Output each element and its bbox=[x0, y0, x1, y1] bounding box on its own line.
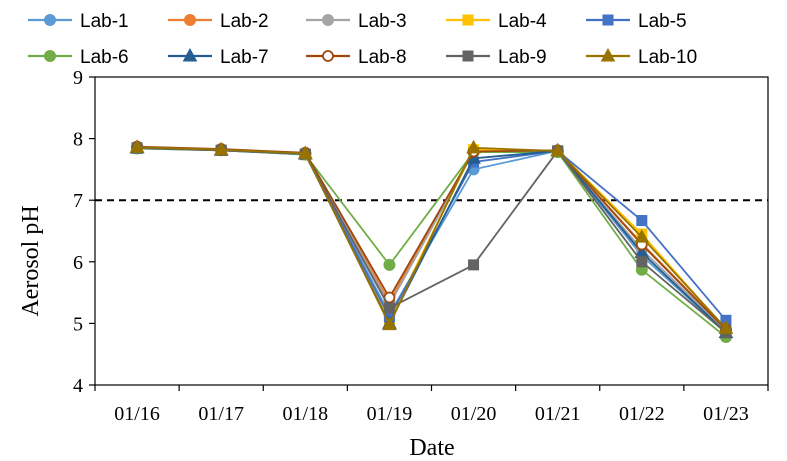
legend-label-lab-9: Lab-9 bbox=[498, 47, 547, 68]
legend-item-lab-3: Lab-3 bbox=[306, 11, 407, 32]
x-tick-label: 01/18 bbox=[283, 403, 329, 425]
data-point-lab-10 bbox=[718, 320, 734, 334]
plot-area: 4 5 6 7 8 9 01/16 01/17 01/18 01/19 01/20 01/21 01/2… bbox=[73, 67, 769, 425]
legend-item-lab-10: Lab-10 bbox=[586, 47, 697, 68]
legend-item-lab-9: Lab-9 bbox=[446, 47, 547, 68]
legend-item-lab-8: Lab-8 bbox=[306, 47, 407, 68]
data-point-lab-10 bbox=[550, 142, 566, 157]
legend-marker-lab-7 bbox=[182, 47, 198, 62]
legend-item-lab-5: Lab-5 bbox=[586, 11, 687, 32]
legend-marker-lab-9 bbox=[462, 50, 474, 62]
data-point-lab-10 bbox=[382, 316, 397, 331]
legend-label-lab-3: Lab-3 bbox=[358, 11, 407, 32]
legend-marker-lab-3 bbox=[322, 14, 334, 26]
data-point-lab-9 bbox=[468, 259, 480, 271]
plot-frame bbox=[94, 76, 769, 386]
data-point-lab-10 bbox=[213, 141, 229, 156]
legend-marker-lab-8 bbox=[322, 50, 334, 62]
x-tick-label: 01/17 bbox=[198, 403, 244, 425]
legend-label-lab-6: Lab-6 bbox=[80, 47, 129, 68]
y-tick-label: 5 bbox=[73, 313, 83, 335]
legend-marker-lab-10 bbox=[600, 47, 616, 62]
y-tick-label: 9 bbox=[73, 67, 83, 89]
data-point-lab-10 bbox=[297, 145, 313, 159]
data-point-lab-10 bbox=[466, 139, 481, 154]
legend-item-lab-7: Lab-7 bbox=[168, 47, 269, 68]
legend: Lab-1 Lab-2 Lab-3 Lab-4 Lab-5 Lab-6 Lab-7 Lab-8… bbox=[28, 11, 697, 68]
legend-item-lab-6: Lab-6 bbox=[28, 47, 129, 68]
y-tick-label: 8 bbox=[73, 129, 83, 151]
legend-marker-lab-4 bbox=[462, 14, 474, 26]
legend-label-lab-1: Lab-1 bbox=[80, 11, 129, 32]
x-tick-label: 01/20 bbox=[451, 403, 497, 425]
x-axis-label: Date bbox=[409, 435, 454, 461]
legend-label-lab-10: Lab-10 bbox=[638, 47, 697, 68]
y-axis-label: Aerosol pH bbox=[18, 205, 44, 316]
legend-marker-lab-5 bbox=[602, 14, 614, 26]
y-tick-label: 7 bbox=[73, 190, 83, 212]
series-line-lab-10 bbox=[137, 146, 727, 329]
data-point-lab-10 bbox=[129, 139, 145, 153]
legend-item-lab-4: Lab-4 bbox=[446, 11, 547, 32]
legend-item-lab-1: Lab-1 bbox=[28, 11, 129, 32]
legend-item-lab-2: Lab-2 bbox=[168, 11, 269, 32]
data-point-lab-9 bbox=[636, 256, 648, 268]
x-tick-label: 01/23 bbox=[703, 403, 749, 425]
legend-label-lab-8: Lab-8 bbox=[358, 47, 407, 68]
y-tick-label: 4 bbox=[73, 375, 83, 397]
legend-marker-lab-1 bbox=[44, 14, 56, 26]
y-tick-label: 6 bbox=[73, 252, 83, 274]
legend-marker-lab-6 bbox=[44, 50, 56, 62]
data-point-lab-6 bbox=[383, 258, 396, 271]
data-point-lab-9 bbox=[383, 302, 395, 314]
legend-marker-lab-2 bbox=[184, 14, 196, 26]
legend-label-lab-2: Lab-2 bbox=[220, 11, 269, 32]
x-tick-label: 01/22 bbox=[619, 403, 665, 425]
legend-label-lab-5: Lab-5 bbox=[638, 11, 687, 32]
x-tick-label: 01/21 bbox=[535, 403, 581, 425]
series-lab-10 bbox=[129, 139, 734, 334]
legend-label-lab-4: Lab-4 bbox=[498, 11, 547, 32]
data-point-lab-10 bbox=[634, 229, 650, 243]
x-tick-label: 01/19 bbox=[367, 403, 413, 425]
data-point-lab-5 bbox=[636, 215, 648, 227]
x-tick-label: 01/16 bbox=[114, 403, 160, 425]
legend-label-lab-7: Lab-7 bbox=[220, 47, 269, 68]
